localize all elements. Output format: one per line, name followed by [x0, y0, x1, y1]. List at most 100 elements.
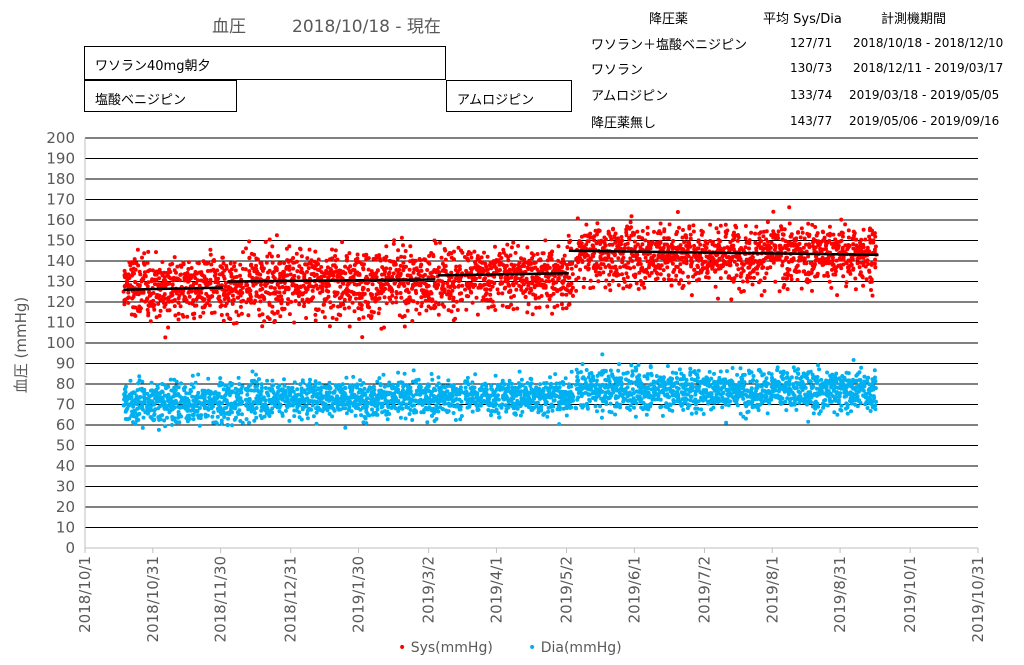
sys-point: [322, 315, 327, 320]
sys-point: [833, 269, 838, 274]
sys-point: [594, 261, 599, 266]
dia-point: [284, 396, 289, 401]
dia-point: [167, 410, 172, 415]
sys-point: [787, 221, 792, 226]
sys-point: [154, 250, 158, 255]
sys-point: [626, 246, 631, 251]
sys-point: [716, 230, 721, 235]
sys-point: [194, 297, 199, 302]
dia-point: [288, 386, 293, 391]
sys-point: [248, 298, 253, 302]
sys-point: [187, 301, 192, 306]
sys-point: [787, 205, 792, 210]
sys-point: [791, 256, 796, 261]
sys-point: [703, 259, 708, 264]
sys-point: [632, 239, 637, 244]
sys-point: [439, 255, 444, 260]
dia-point: [362, 386, 367, 391]
dia-point: [131, 404, 136, 409]
dia-point: [240, 399, 245, 404]
sys-point: [515, 276, 519, 281]
dia-point: [205, 413, 210, 418]
sys-point: [285, 301, 290, 306]
sys-point: [696, 265, 700, 270]
dia-point: [431, 387, 436, 392]
sys-point: [370, 292, 375, 297]
sys-point: [255, 271, 260, 276]
sys-point: [275, 309, 280, 314]
sys-point: [587, 259, 592, 264]
sys-point: [403, 249, 408, 253]
sys-point: [436, 269, 441, 274]
sys-point: [597, 270, 602, 275]
sys-point: [652, 229, 656, 234]
sys-point: [764, 256, 768, 260]
chart-title: 血圧: [212, 17, 246, 37]
sys-point: [142, 251, 147, 256]
table-header-average: 平均 Sys/Dia: [763, 12, 842, 27]
sys-point: [287, 244, 292, 249]
sys-point: [328, 300, 333, 305]
sys-point: [773, 279, 778, 284]
sys-point: [244, 300, 249, 305]
sys-point: [734, 273, 739, 278]
sys-point: [326, 281, 331, 286]
sys-point: [658, 240, 663, 245]
sys-point: [555, 303, 560, 308]
dia-point: [378, 383, 383, 388]
sys-point: [625, 241, 630, 246]
sys-point: [488, 287, 493, 292]
dia-point: [563, 376, 568, 381]
sys-point: [351, 290, 356, 295]
sys-point: [314, 283, 319, 288]
table-row-period: 2019/05/06 - 2019/09/16: [849, 114, 1000, 128]
sys-point: [554, 280, 559, 285]
sys-point: [305, 269, 309, 274]
sys-point: [392, 238, 397, 243]
sys-point: [176, 296, 181, 301]
dia-point: [616, 368, 621, 373]
sys-point: [133, 267, 138, 272]
sys-point: [488, 292, 493, 297]
sys-point: [408, 244, 413, 249]
sys-point: [843, 222, 848, 227]
enzan-benijipin-label-box: 塩酸ベニジピン: [84, 80, 237, 112]
sys-point: [708, 222, 713, 227]
sys-point: [670, 261, 675, 266]
sys-point: [331, 303, 336, 308]
sys-point: [539, 278, 544, 283]
sys-point: [485, 297, 490, 302]
sys-point: [604, 278, 609, 283]
sys-point: [410, 319, 415, 323]
sys-point: [865, 258, 870, 263]
dia-point: [230, 423, 235, 428]
dia-point: [518, 413, 523, 418]
sys-point: [827, 224, 832, 229]
sys-point: [282, 306, 287, 311]
sys-point: [352, 268, 357, 273]
sys-point: [402, 324, 407, 329]
sys-point: [357, 272, 362, 277]
sys-point: [382, 325, 386, 330]
sys-point: [687, 226, 692, 231]
dia-point: [515, 389, 520, 394]
sys-point: [427, 296, 432, 301]
sys-point: [586, 239, 591, 244]
sys-point: [511, 240, 516, 245]
sys-point: [304, 316, 309, 320]
sys-point: [258, 299, 263, 304]
sys-point: [692, 267, 697, 272]
dia-point: [365, 396, 370, 401]
sys-point: [247, 269, 252, 274]
dia-point: [155, 386, 160, 390]
dia-point: [343, 406, 348, 411]
sys-point: [132, 271, 136, 276]
dia-point: [190, 373, 195, 378]
sys-point: [320, 309, 325, 314]
sys-point: [373, 257, 378, 262]
sys-point: [234, 321, 239, 325]
sys-point: [607, 282, 612, 287]
sys-point: [132, 257, 137, 262]
table-row-period: 2019/03/18 - 2019/05/05: [849, 88, 1000, 102]
sys-point: [299, 267, 304, 272]
